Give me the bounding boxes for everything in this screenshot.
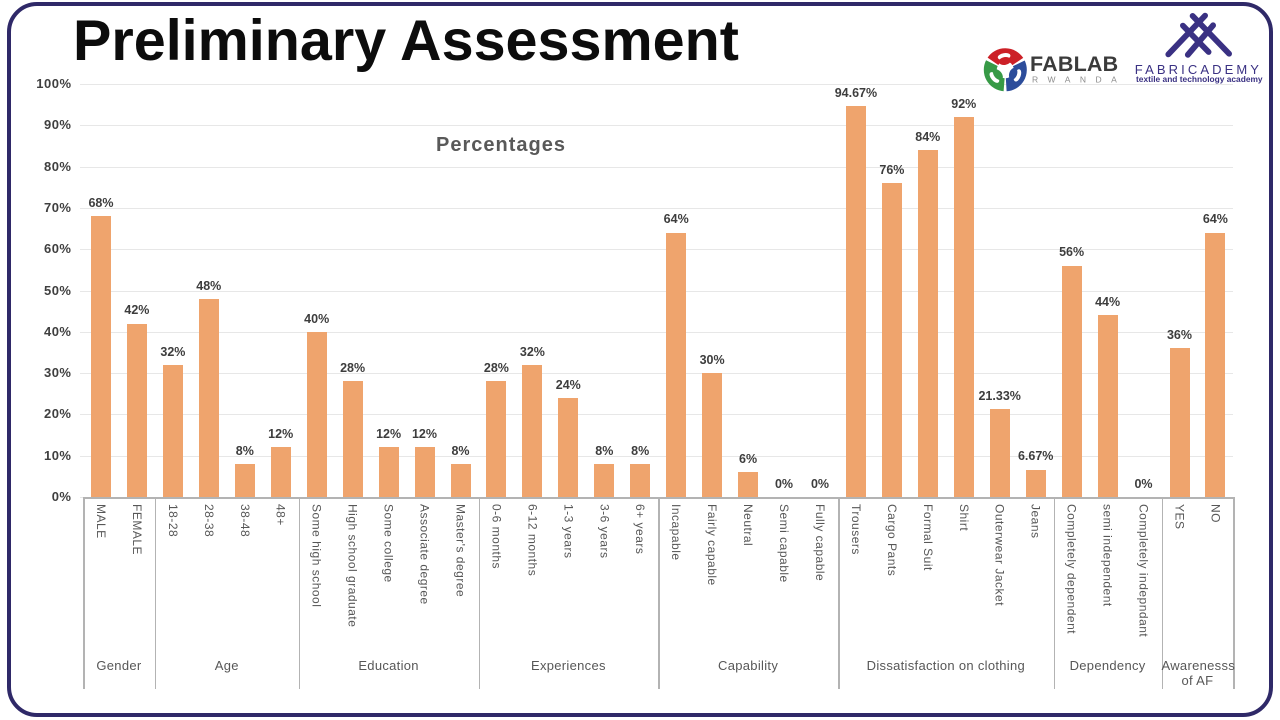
svg-text:FABLAB: FABLAB [1030, 52, 1118, 76]
svg-text:RWANDA: RWANDA [1032, 74, 1126, 84]
svg-text:FABRICADEMY: FABRICADEMY [1135, 62, 1262, 77]
svg-text:textile and technology academy: textile and technology academy [1136, 74, 1263, 84]
